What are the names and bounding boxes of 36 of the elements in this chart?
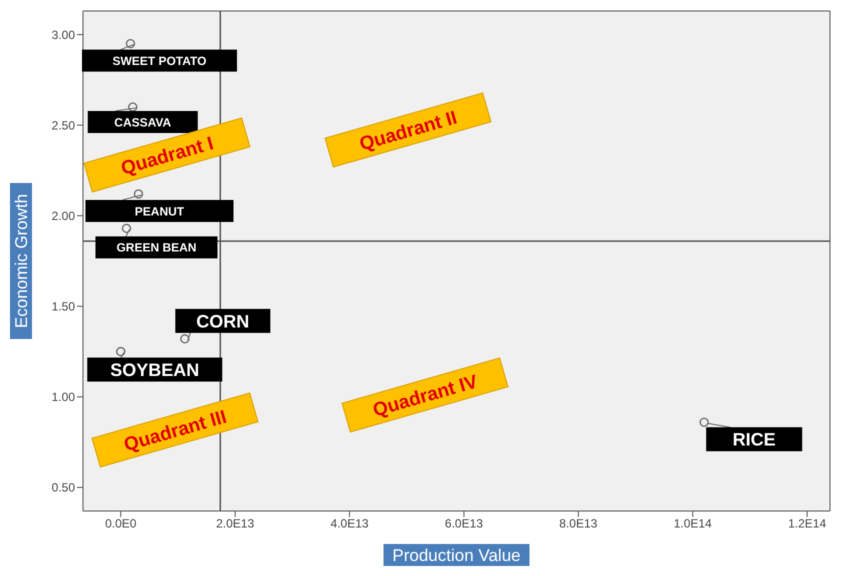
name-tag: GREEN BEAN	[95, 236, 218, 258]
x-tick-label: 6.0E13	[444, 516, 484, 531]
point	[126, 38, 136, 48]
y-tick-label: 1.00	[52, 390, 76, 404]
x-tick-label: 2.0E13	[216, 516, 254, 531]
point	[180, 334, 190, 344]
y-tick-label: 2.50	[52, 118, 76, 132]
name-tag: CORN	[175, 308, 270, 333]
y-tick-label: 0.50	[52, 480, 76, 495]
annotation: SOYBEAN	[110, 360, 200, 380]
x-tick-label: 0.0E0	[105, 516, 137, 531]
y-tick-label: 1.50	[52, 300, 76, 314]
annotation: GREEN BEAN	[116, 240, 196, 255]
y-tick-label: 3.00	[52, 28, 76, 42]
x-axis-title: Production Value	[392, 546, 521, 565]
y-tick-label: 2.00	[52, 208, 76, 223]
x-tick-label: 4.0E13	[330, 516, 369, 531]
point	[700, 418, 709, 427]
x-tick-label: 8.0E13	[559, 516, 598, 531]
point	[122, 224, 132, 234]
name-tag: SOYBEAN	[87, 358, 222, 382]
name-tag: PEANUT	[85, 200, 234, 222]
x-tick-label: 1.0E14	[674, 516, 712, 531]
name-tag: RICE	[706, 427, 802, 452]
x-tick-label: 1.2E14	[788, 516, 826, 531]
annotation: CASSAVA	[114, 115, 172, 130]
annotation: PEANUT	[134, 204, 185, 218]
annotation: CORN	[196, 311, 250, 332]
annotation: SWEET POTATO	[112, 54, 206, 68]
point	[128, 102, 138, 112]
point	[116, 346, 126, 356]
y-axis-title: Economic Growth	[12, 194, 31, 328]
annotation: RICE	[732, 430, 776, 450]
name-tag: SWEET POTATO	[82, 50, 237, 72]
name-tag: CASSAVA	[88, 111, 198, 134]
point	[134, 189, 144, 199]
